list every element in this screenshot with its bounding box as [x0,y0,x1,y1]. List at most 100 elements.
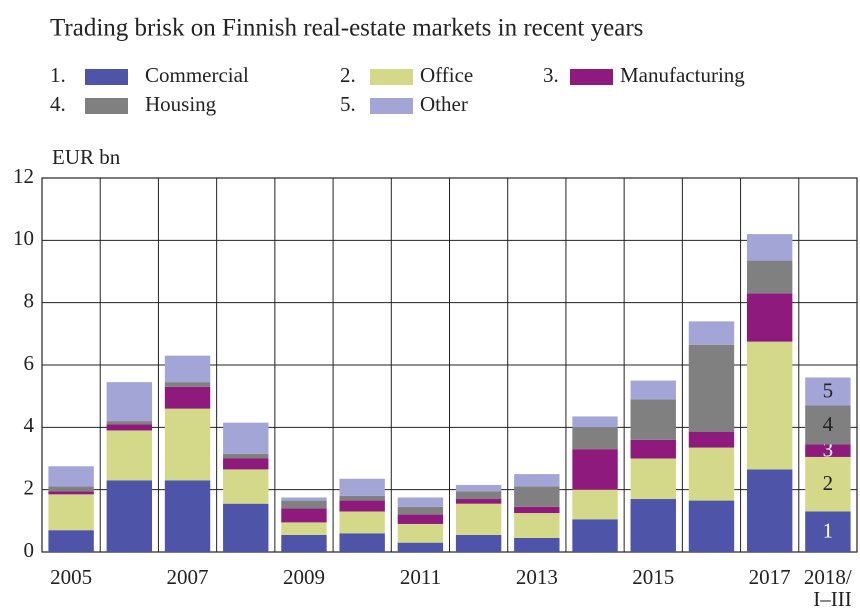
bar-segment [164,382,211,387]
bar-segment [514,506,560,514]
bar-segment [805,377,851,406]
bar-segment [630,499,676,552]
x-tick-label: 2005 [50,565,93,589]
stack-label: 4 [823,412,834,436]
bar-segment [281,534,327,552]
bar-segment [688,432,735,448]
legend-swatch [370,98,413,114]
bar-segment [630,458,676,500]
y-tick-label: 2 [24,475,35,499]
bar-segment [688,500,735,552]
bar-segment [805,511,851,552]
bar-segment [106,382,153,422]
bar-segment [164,480,211,552]
stack-label: 3 [823,438,834,462]
bar-segment [688,447,735,501]
bar-segment [48,491,94,495]
bar-segment [572,427,618,450]
bar-segment [106,430,153,481]
bar-segment [746,234,793,261]
y-tick-label: 12 [13,164,34,188]
bar-segment [630,399,676,440]
x-tick-label: 2007 [166,565,209,589]
legend-number: 4. [50,92,66,116]
legend-swatch [370,69,413,85]
bar-segment [281,508,327,523]
bar-segment [455,534,502,552]
legend-swatch [85,98,128,114]
stack-label: 1 [823,519,834,543]
bar-segment [48,494,94,531]
bar-segment [455,503,502,535]
bar-segment [281,497,327,501]
bar-segment [805,444,851,457]
bar-segment [514,537,560,552]
legend-label: Office [420,63,473,87]
bar-segment [223,422,269,454]
bar-segment [223,458,269,470]
y-tick-label: 10 [13,226,34,250]
bar-segment [223,503,269,552]
legend-label: Manufacturing [620,63,745,87]
legend-label: Other [420,92,468,116]
bar-segment [688,321,735,345]
y-tick-label: 6 [24,351,35,375]
bar-segment [514,474,560,487]
bar-segment [572,489,618,520]
bar-segment [106,424,153,431]
bar-segment [572,449,618,490]
bar-segment [397,506,444,515]
bar-segment [746,293,793,342]
bar-segment [397,542,444,552]
bar-segment [572,416,618,428]
x-tick-label: 2011 [399,565,442,589]
bar-segment [164,355,211,383]
bar-segment [746,341,793,470]
y-tick-label: 0 [24,538,35,562]
bar-segment [106,421,153,425]
bar-segment [397,523,444,543]
legend-number: 2. [340,63,356,87]
plot-frame [41,177,858,553]
legend-label: Commercial [145,63,249,87]
bar-segment [397,514,444,524]
bar-segment [397,497,444,507]
bar-segment [48,486,94,492]
bar-segment [339,495,385,501]
bar-segment [339,478,385,496]
bar-segment [106,480,153,552]
bar-segment [455,484,502,492]
bar-segment [572,519,618,552]
bar-segment [48,466,94,487]
x-tick-label: 2018/ I–III [803,565,852,611]
y-tick-label: 4 [24,413,35,437]
bar-segment [688,344,735,433]
x-tick-label: 2017 [748,565,791,589]
bar-segment [630,439,676,459]
bar-segment [281,500,327,509]
bar-segment [223,469,269,504]
bar-segment [746,260,793,294]
x-tick-label: 2013 [515,565,558,589]
bar-segment [164,408,211,481]
x-tick-label: 2009 [282,565,325,589]
bar-segment [455,499,502,504]
bar-segment [339,511,385,534]
bar-segment [455,491,502,500]
legend-label: Housing [145,92,217,116]
stack-label: 5 [823,378,834,402]
legend-number: 1. [50,63,66,87]
bar-segment [48,530,94,552]
chart-title: Trading brisk on Finnish real-estate mar… [50,15,643,42]
bar-segment [281,522,327,535]
bar-segment [339,533,385,552]
x-tick-label: 2015 [632,565,675,589]
bar-segment [514,486,560,507]
bar-segment [746,469,793,552]
bar-segment [805,456,851,512]
legend-number: 3. [543,63,559,87]
bar-segment [630,380,676,400]
legend-swatch [570,69,613,85]
